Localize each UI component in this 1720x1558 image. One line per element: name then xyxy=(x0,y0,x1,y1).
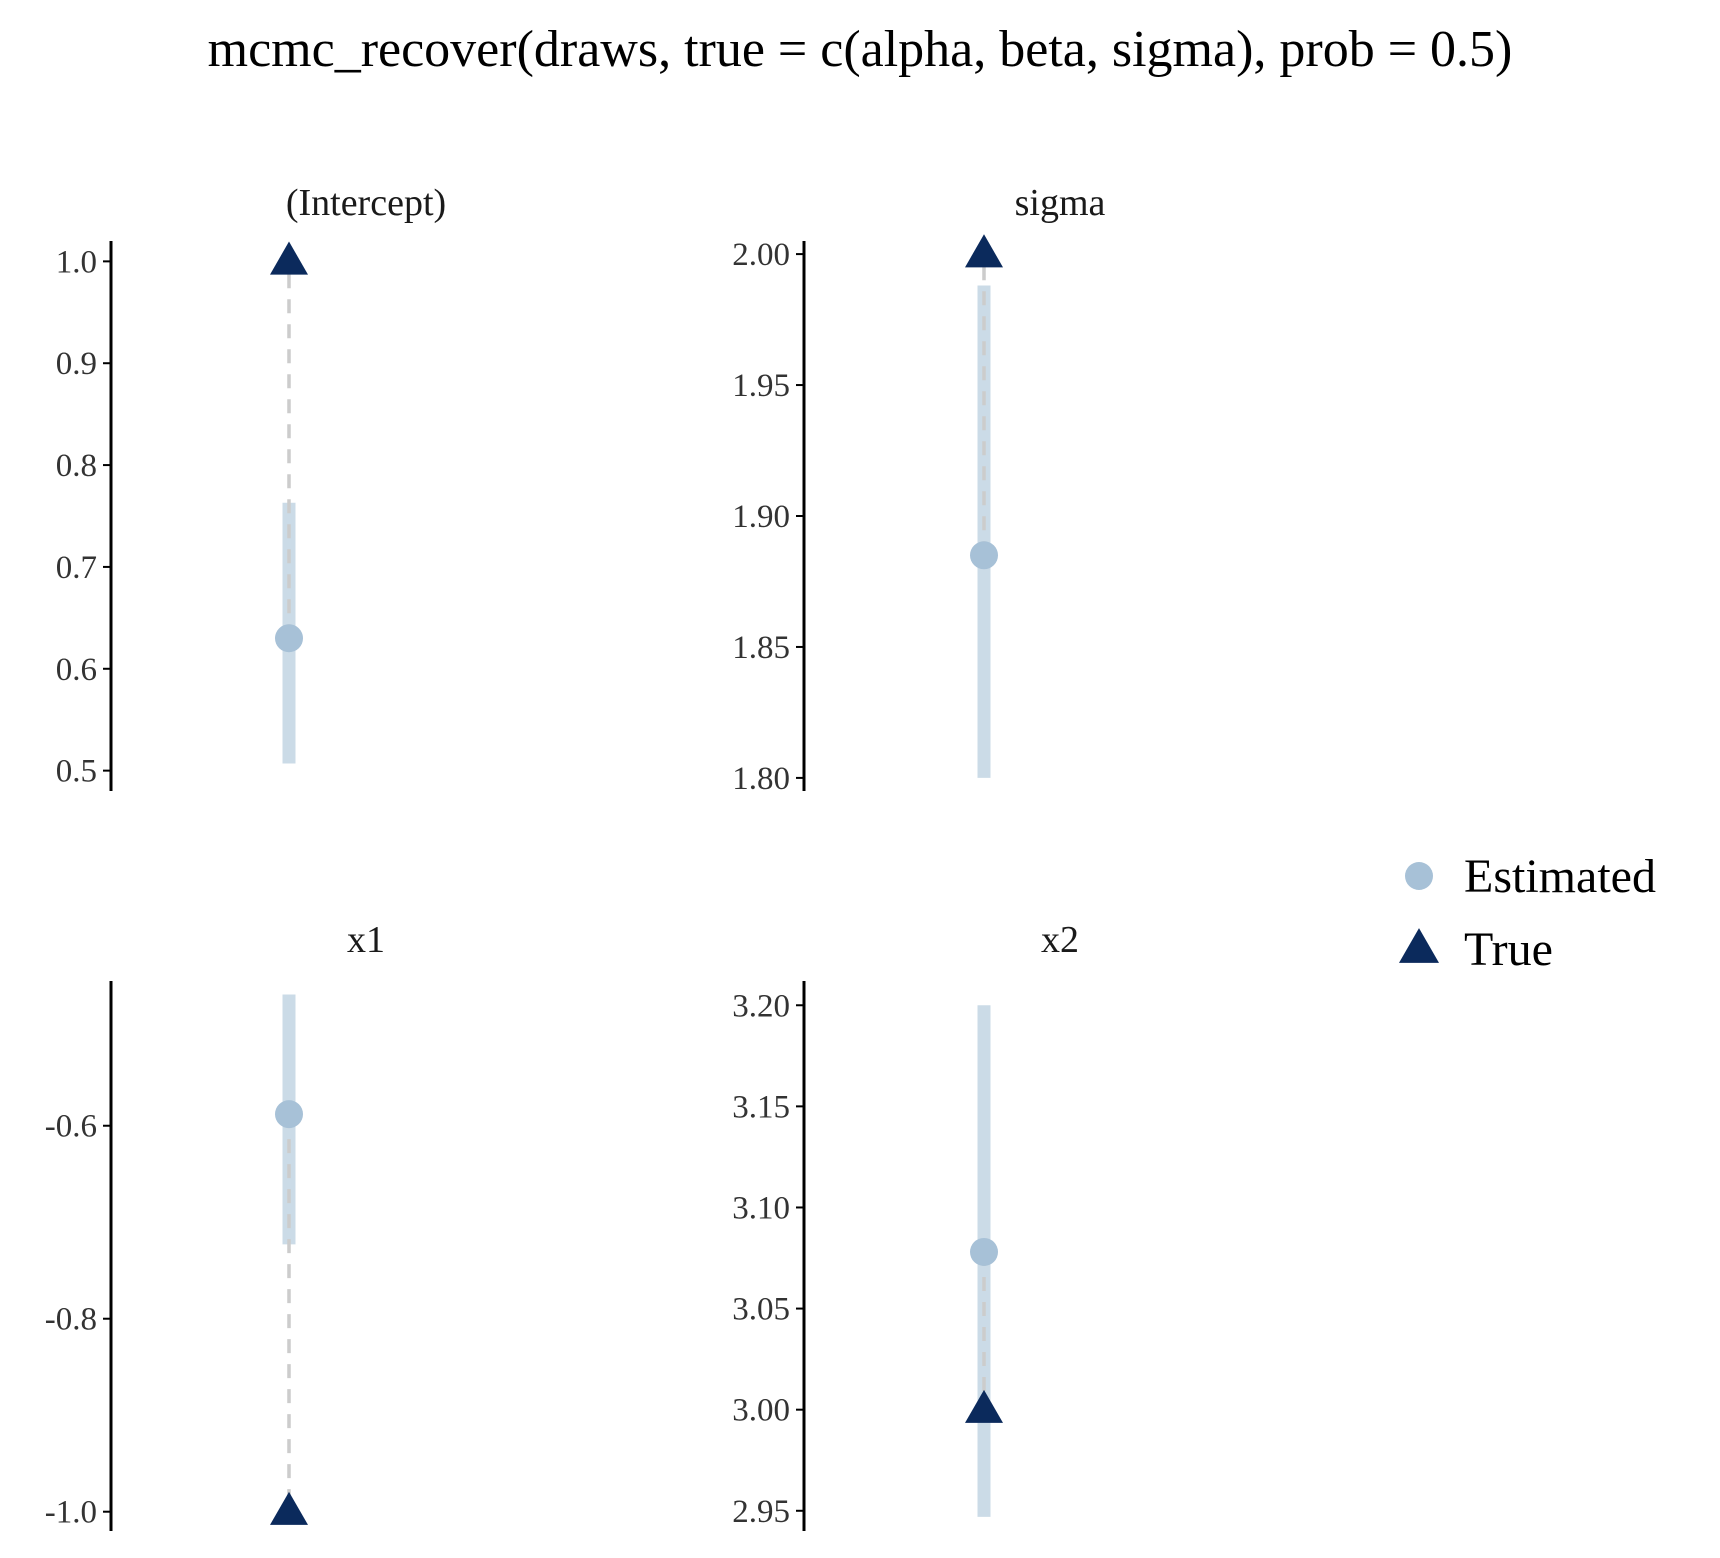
estimated-point xyxy=(275,624,303,653)
panel-title-sigma: sigma xyxy=(1015,182,1106,224)
chart-title: mcmc_recover(draws, true = c(alpha, beta… xyxy=(208,21,1513,78)
legend-circle-symbol xyxy=(1405,862,1433,890)
legend-label: Estimated xyxy=(1464,850,1656,903)
y-tick-label: 0.9 xyxy=(56,346,97,382)
legend: Estimated True xyxy=(1399,850,1656,976)
y-tick-label: 3.15 xyxy=(732,1089,790,1125)
y-tick-label: -0.8 xyxy=(45,1302,97,1338)
y-tick-label: -0.6 xyxy=(45,1109,97,1145)
y-tick-label: -1.0 xyxy=(45,1495,97,1531)
y-tick-label: 3.10 xyxy=(732,1190,790,1226)
y-tick-label: 1.85 xyxy=(732,630,790,666)
true-marker xyxy=(965,234,1003,268)
y-tick-label: 3.00 xyxy=(732,1393,790,1429)
y-tick-label: 2.95 xyxy=(732,1494,790,1530)
legend-item-true: True xyxy=(1399,923,1553,976)
facet-panels: (Intercept) 0.5 0.6 0.7 0.8 0.9 1.0 sigma 1.80 1.… xyxy=(45,182,1106,1531)
y-tick-label: 3.05 xyxy=(732,1292,790,1328)
true-marker xyxy=(270,241,308,275)
panel-title-intercept: (Intercept) xyxy=(286,182,446,224)
y-tick-label: 1.80 xyxy=(732,761,790,797)
panel-title-x2: x2 xyxy=(1041,919,1079,961)
legend-triangle-symbol xyxy=(1399,928,1439,963)
panel-x2: x2 2.95 3.00 3.05 3.10 3.15 3.20 xyxy=(732,919,1079,1531)
estimated-point xyxy=(275,1100,303,1129)
y-tick-label: 1.90 xyxy=(732,499,790,535)
true-marker xyxy=(270,1491,308,1525)
legend-label: True xyxy=(1464,923,1553,976)
panel-x1: x1 -1.0 -0.8 -0.6 xyxy=(45,919,385,1531)
estimated-point xyxy=(970,541,998,570)
y-tick-label: 0.7 xyxy=(56,550,97,586)
panel-sigma: sigma 1.80 1.85 1.90 1.95 2.00 xyxy=(732,182,1105,797)
y-tick-label: 1.95 xyxy=(732,368,790,404)
legend-item-estimated: Estimated xyxy=(1405,850,1656,903)
y-tick-label: 1.0 xyxy=(56,244,97,280)
y-tick-label: 3.20 xyxy=(732,988,790,1024)
y-tick-label: 0.5 xyxy=(56,754,97,790)
y-tick-label: 0.8 xyxy=(56,448,97,484)
panel-title-x1: x1 xyxy=(347,919,385,961)
panel-intercept: (Intercept) 0.5 0.6 0.7 0.8 0.9 1.0 xyxy=(56,182,446,791)
y-tick-label: 2.00 xyxy=(732,237,790,273)
estimated-point xyxy=(970,1237,998,1266)
true-marker xyxy=(965,1389,1003,1423)
y-tick-label: 0.6 xyxy=(56,652,97,688)
